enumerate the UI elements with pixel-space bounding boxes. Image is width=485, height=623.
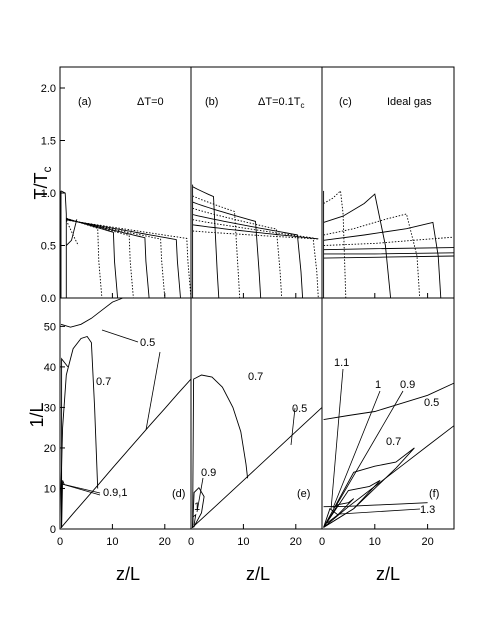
phase-curve-f xyxy=(323,480,381,528)
panel-f-frame xyxy=(321,297,455,530)
profile-a-curve xyxy=(65,220,79,246)
profile-a-curve xyxy=(66,219,192,299)
x-axis-label-f: z/L xyxy=(376,564,400,584)
profile-b-curve xyxy=(192,207,283,299)
x-tick-label: 20 xyxy=(290,536,302,548)
phase-curve-e xyxy=(191,407,323,529)
curve-label-f-0.7: 0.7 xyxy=(386,436,401,448)
phase-curve-f xyxy=(323,507,339,528)
x-tick-label: 20 xyxy=(421,536,433,548)
phase-curve-e xyxy=(192,486,205,528)
panel-label-a: (a) xyxy=(78,96,91,108)
bottom-y-tick-label: 40 xyxy=(44,362,56,374)
curve-label-e-0.5: 0.5 xyxy=(292,403,307,415)
bottom-y-tick-label: 0 xyxy=(50,524,56,536)
phase-curve-f xyxy=(323,502,428,508)
x-tick-label: 0 xyxy=(57,536,63,548)
phase-curve-d xyxy=(61,357,69,528)
profile-b-curve xyxy=(192,219,319,299)
panel-annotation-b: ΔT=0.1Tc xyxy=(258,96,305,110)
curve-label-d-0.5: 0.5 xyxy=(140,337,155,349)
phase-curve-f xyxy=(323,498,355,528)
x-tick-label: 0 xyxy=(319,536,325,548)
panel-label-f: (f) xyxy=(429,488,439,500)
profile-c-curve xyxy=(323,221,442,299)
curve-label-f-1.1: 1.1 xyxy=(334,357,349,369)
phase-curve-f xyxy=(323,447,415,528)
panel-label-d: (d) xyxy=(172,488,185,500)
bottom-y-tick-label: 10 xyxy=(44,483,56,495)
phase-curve-d xyxy=(60,378,192,529)
curve-label-e-1: 1 xyxy=(194,501,200,513)
top-y-tick-label: 2.0 xyxy=(41,83,56,95)
profile-c-curve xyxy=(323,213,421,299)
top-y-tick-label: 0.5 xyxy=(41,241,56,253)
phase-curve-f xyxy=(323,382,455,421)
curve-label-f-0.5: 0.5 xyxy=(424,397,439,409)
top-y-tick-label: 0.0 xyxy=(41,293,56,305)
x-tick-label: 10 xyxy=(106,536,118,548)
panel-annotation-a: ΔT=0 xyxy=(137,96,164,108)
x-tick-label: 10 xyxy=(237,536,249,548)
top-y-tick-label: 1.0 xyxy=(41,188,56,200)
profile-a-edge xyxy=(60,190,67,298)
panel-label-b: (b) xyxy=(205,96,218,108)
profile-c-curve xyxy=(323,255,455,259)
bottom-y-axis-label: 1/L xyxy=(27,402,47,427)
profile-c-curve xyxy=(323,247,455,251)
top-y-axis-label: T/Tc xyxy=(31,167,54,200)
profile-b-curve xyxy=(192,195,241,299)
profile-a-curve xyxy=(66,218,134,299)
profile-c-curve xyxy=(323,193,392,299)
profile-c-curve xyxy=(323,236,455,246)
x-tick-label: 20 xyxy=(159,536,171,548)
curve-label-e-0.7: 0.7 xyxy=(248,371,263,383)
panel-label-e: (e) xyxy=(297,488,310,500)
phase-curve-d xyxy=(61,480,65,528)
profile-c-curve xyxy=(323,189,347,299)
top-y-tick-label: 1.5 xyxy=(41,136,56,148)
phase-curve-e xyxy=(192,513,197,528)
curve-label-d-0.7: 0.7 xyxy=(96,376,111,388)
phase-curve-e xyxy=(192,374,249,528)
x-tick-label: 0 xyxy=(188,536,194,548)
curve-label-d-0.9-1: 0.9,1 xyxy=(103,487,127,499)
profile-a-curve xyxy=(66,219,166,299)
profile-b-curve xyxy=(192,214,304,299)
profile-a-curve xyxy=(65,219,78,246)
panel-label-c: (c) xyxy=(339,96,352,108)
curve-label-e-0.9: 0.9 xyxy=(201,467,216,479)
profile-b-curve xyxy=(192,224,319,240)
phase-curve-d xyxy=(60,297,124,328)
bottom-y-tick-label: 50 xyxy=(44,321,56,333)
x-axis-label-d: z/L xyxy=(116,564,140,584)
x-axis-label-e: z/L xyxy=(246,564,270,584)
profile-c-curve xyxy=(323,252,455,255)
leader-lines xyxy=(61,329,421,515)
profile-a-curve xyxy=(66,217,103,299)
bottom-y-tick-label: 20 xyxy=(44,443,56,455)
profile-b-curve xyxy=(192,201,262,299)
curve-label-f-1.3: 1.3 xyxy=(420,504,435,516)
profile-b-curve xyxy=(192,230,319,240)
curve-label-f-0.9: 0.9 xyxy=(400,379,415,391)
x-tick-label: 10 xyxy=(369,536,381,548)
panel-annotation-c: Ideal gas xyxy=(387,96,432,108)
bottom-y-tick-label: 30 xyxy=(44,402,56,414)
profile-a-curve xyxy=(66,219,181,299)
profile-b-curve xyxy=(192,186,220,299)
curve-label-f-1: 1 xyxy=(375,379,381,391)
